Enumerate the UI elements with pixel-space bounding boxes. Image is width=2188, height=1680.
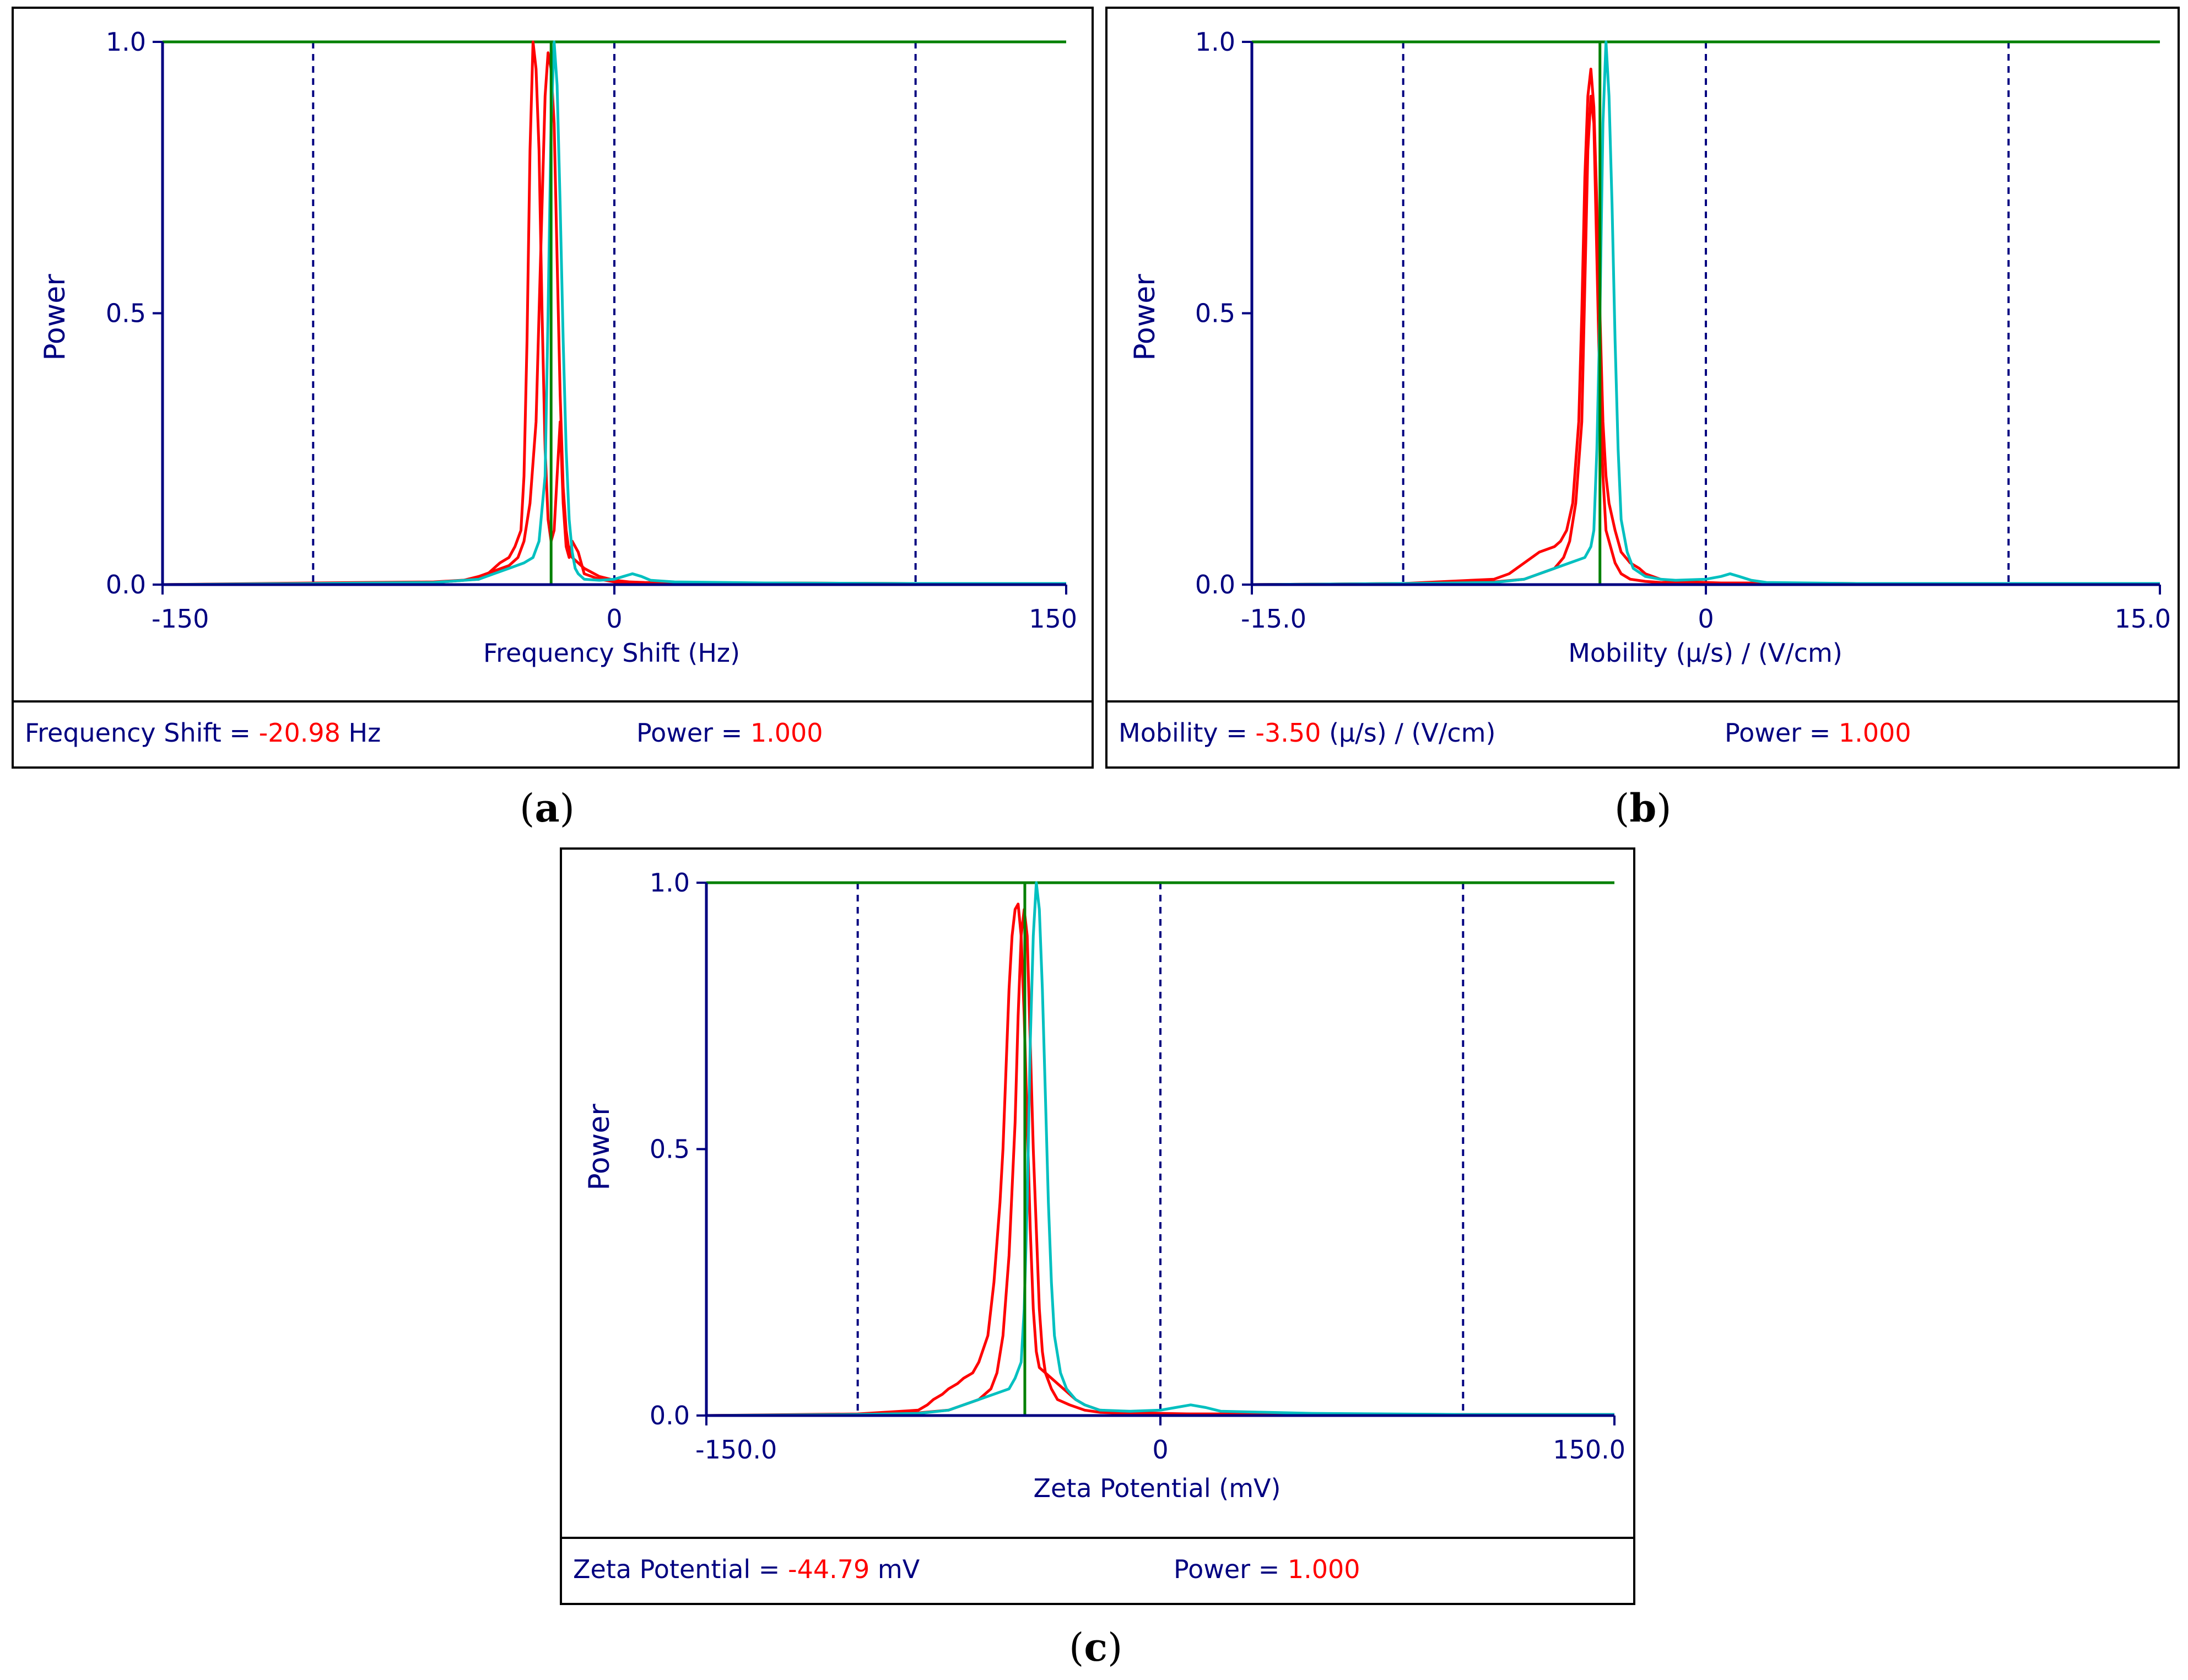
readout-a-value: -20.98 (258, 718, 341, 748)
chart-a-ytick-label-2: 1.0 (106, 27, 146, 57)
chart-b-ytick-label-0: 0.0 (1195, 570, 1235, 599)
chart-a-series-2 (162, 51, 1066, 586)
chart-c-ytick-label-0: 0.0 (650, 1401, 690, 1430)
chart-b-xtick-label-0: -15.0 (1241, 604, 1306, 634)
chart-b-power-readout: Power = 1.000 (1725, 718, 1911, 748)
chart-c-readout: Zeta Potential = -44.79 mV (573, 1554, 920, 1584)
caption-b: (b) (1614, 785, 1672, 831)
chart-panel-b: Power Mobility (µ/s) / (V/cm) 0.0 0.5 1.0 -… (1105, 7, 2180, 769)
readout-b-power-value: 1.000 (1838, 718, 1911, 748)
chart-c-plot: Power Zeta Potential (mV) 0.0 0.5 1.0 -150.… (583, 868, 1625, 1503)
chart-b-plot: Power Mobility (µ/s) / (V/cm) 0.0 0.5 1.0 -… (1128, 27, 2171, 668)
chart-a-xtick-label-2: 150 (1029, 604, 1077, 634)
chart-a-readout-bar: Frequency Shift = -20.98 Hz Power = 1.00… (14, 700, 1092, 766)
readout-c-unit: mV (869, 1554, 920, 1584)
chart-c-readout-bar: Zeta Potential = -44.79 mV Power = 1.000 (562, 1537, 1633, 1603)
chart-a-plot: Power Frequency Shift (Hz) 0.0 0.5 1.0 -150… (39, 27, 1077, 668)
chart-a-ylabel: Power (39, 274, 72, 361)
readout-a-label: Frequency Shift = (25, 718, 259, 748)
readout-c-power-label: Power = (1174, 1554, 1288, 1584)
chart-panel-a: Power Frequency Shift (Hz) 0.0 0.5 1.0 -150… (12, 7, 1094, 769)
caption-a: (a) (520, 785, 575, 831)
chart-a-series-3 (162, 40, 1066, 586)
chart-c-xtick-label-1: 0 (1152, 1435, 1168, 1465)
chart-a-series-1 (162, 40, 1066, 586)
readout-a-power-value: 1.000 (750, 718, 823, 748)
readout-c-value: -44.79 (787, 1554, 870, 1584)
readout-a-power-label: Power = (636, 718, 750, 748)
chart-c-series-3 (706, 881, 1614, 1417)
chart-a-power-readout: Power = 1.000 (636, 718, 823, 748)
chart-c-power-readout: Power = 1.000 (1174, 1554, 1360, 1584)
readout-b-power-label: Power = (1725, 718, 1839, 748)
readout-b-label: Mobility = (1119, 718, 1256, 748)
chart-a-ytick-label-1: 0.5 (106, 299, 146, 328)
chart-c-ylabel: Power (583, 1104, 616, 1191)
chart-b-ytick-label-1: 0.5 (1195, 299, 1235, 328)
chart-b-series-3 (1251, 40, 2160, 586)
chart-a-xtick-label-0: -150 (152, 604, 209, 634)
chart-b-ylabel: Power (1128, 274, 1161, 361)
chart-b-xlabel: Mobility (µ/s) / (V/cm) (1568, 638, 1843, 668)
chart-b-xtick-label-2: 15.0 (2115, 604, 2171, 634)
readout-c-power-value: 1.000 (1287, 1554, 1360, 1584)
chart-c-ytick-label-2: 1.0 (650, 868, 690, 898)
chart-a-xtick-label-1: 0 (606, 604, 622, 634)
readout-c-label: Zeta Potential = (573, 1554, 788, 1584)
chart-panel-c: Power Zeta Potential (mV) 0.0 0.5 1.0 -150.… (560, 847, 1635, 1605)
chart-b-readout: Mobility = -3.50 (µ/s) / (V/cm) (1119, 718, 1495, 748)
chart-c-xtick-label-0: -150.0 (695, 1435, 777, 1465)
readout-b-unit: (µ/s) / (V/cm) (1321, 718, 1496, 748)
chart-b-xtick-label-1: 0 (1698, 604, 1714, 634)
readout-a-unit: Hz (340, 718, 381, 748)
caption-c: (c) (1069, 1624, 1123, 1670)
chart-a-xlabel: Frequency Shift (Hz) (483, 638, 740, 668)
chart-c-ytick-label-1: 0.5 (650, 1135, 690, 1164)
readout-b-value: -3.50 (1255, 718, 1321, 748)
chart-a-ytick-label-0: 0.0 (106, 570, 146, 599)
chart-c-xtick-label-2: 150.0 (1553, 1435, 1625, 1465)
chart-b-ytick-label-2: 1.0 (1195, 27, 1235, 57)
chart-c-xlabel: Zeta Potential (mV) (1034, 1473, 1281, 1503)
chart-a-readout: Frequency Shift = -20.98 Hz (25, 718, 381, 748)
chart-b-readout-bar: Mobility = -3.50 (µ/s) / (V/cm) Power = … (1107, 700, 2178, 766)
